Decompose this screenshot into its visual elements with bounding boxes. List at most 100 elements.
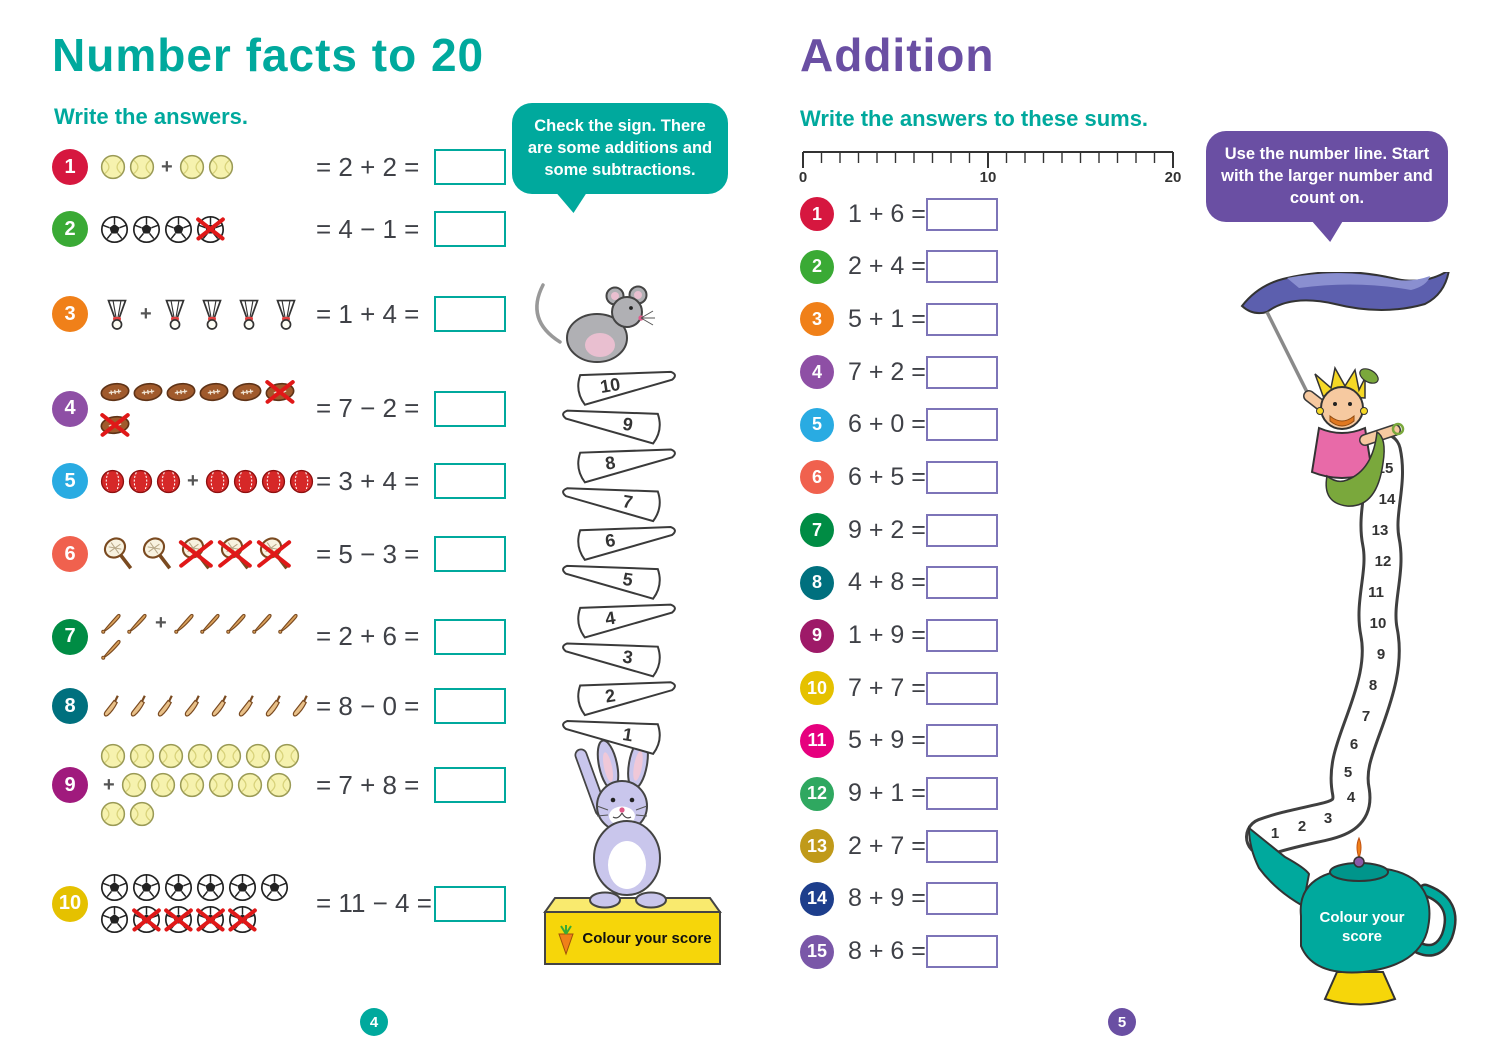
left-problem-row: 9 + = 7 + 8 = <box>52 743 512 827</box>
left-problem-row: 2 = 4 − 1 = <box>52 207 512 251</box>
svg-text:2: 2 <box>604 685 617 706</box>
right-problem-row: 4 7 + 2 = <box>800 355 998 390</box>
score-step[interactable]: 10 <box>1370 615 1387 632</box>
answer-box[interactable] <box>926 250 998 284</box>
answer-box[interactable] <box>926 829 998 863</box>
score-step[interactable]: 6 <box>576 516 677 562</box>
score-step[interactable]: 7 <box>1362 708 1370 725</box>
answer-box[interactable] <box>926 355 998 389</box>
problem-number-badge: 5 <box>52 463 88 499</box>
number-line: 0 10 20 <box>799 151 1181 186</box>
answer-box[interactable] <box>434 463 506 499</box>
answer-box[interactable] <box>926 302 998 336</box>
answer-box[interactable] <box>926 671 998 705</box>
answer-box[interactable] <box>434 390 506 427</box>
answer-box[interactable] <box>926 197 998 231</box>
sum-text: 5 + 9 = <box>848 726 926 755</box>
score-step[interactable]: 14 <box>1379 491 1396 508</box>
svg-text:3: 3 <box>621 646 634 667</box>
score-step[interactable]: 9 <box>561 399 662 445</box>
problem-number-badge: 10 <box>800 671 834 706</box>
problem-number-badge: 2 <box>52 211 88 247</box>
answer-box[interactable] <box>926 408 998 442</box>
score-step[interactable]: 1 <box>561 710 662 756</box>
equation-text: = 4 − 1 = <box>316 213 420 244</box>
answer-box[interactable] <box>926 724 998 758</box>
right-problem-row: 15 8 + 6 = <box>800 934 998 969</box>
score-step[interactable]: 2 <box>1298 818 1306 835</box>
left-instruction: Write the answers. <box>54 104 248 129</box>
right-problems: 1 1 + 6 = 2 2 + 4 = 3 5 + 1 = 4 7 + 2 = 5 6 + 0 =… <box>800 197 998 969</box>
carrot-icon <box>558 925 574 956</box>
right-problem-row: 3 5 + 1 = <box>800 302 998 337</box>
plus-sign: + <box>155 612 167 634</box>
answer-box[interactable] <box>926 777 998 811</box>
svg-text:10: 10 <box>599 374 622 397</box>
right-problem-row: 13 2 + 7 = <box>800 829 998 864</box>
sum-text: 1 + 9 = <box>848 621 926 649</box>
left-problem-row: 1 + = 2 + 2 = <box>52 145 512 189</box>
problem-icons: + <box>100 469 316 494</box>
answer-box[interactable] <box>434 618 506 655</box>
problem-number-badge: 11 <box>800 723 834 758</box>
answer-box[interactable] <box>434 688 506 724</box>
svg-text:6: 6 <box>604 530 617 551</box>
score-step[interactable]: 10 <box>576 360 677 406</box>
score-step[interactable]: 8 <box>576 438 677 484</box>
sum-text: 8 + 9 = <box>848 884 926 913</box>
carrot-score-ladder: 10 987 6 54 32 1 <box>561 360 677 756</box>
score-step[interactable]: 3 <box>561 632 662 678</box>
answer-box[interactable] <box>434 767 506 803</box>
score-step[interactable]: 12 <box>1375 553 1392 570</box>
answer-box[interactable] <box>926 460 998 494</box>
problem-number-badge: 3 <box>800 302 834 337</box>
score-step[interactable]: 5 <box>1344 764 1352 781</box>
right-problem-row: 10 7 + 7 = <box>800 671 998 706</box>
answer-box[interactable] <box>926 566 998 600</box>
answer-box[interactable] <box>926 513 998 547</box>
answer-box[interactable] <box>434 885 506 922</box>
problem-number-badge: 9 <box>52 767 88 803</box>
score-box: Colour your score <box>543 897 722 965</box>
answer-box[interactable] <box>434 149 506 185</box>
score-step[interactable]: 4 <box>576 593 677 639</box>
problem-number-badge: 1 <box>800 197 834 231</box>
score-step[interactable]: 1 <box>1271 825 1279 842</box>
equation-text: = 7 − 2 = <box>316 393 420 423</box>
answer-box[interactable] <box>926 882 998 916</box>
problem-number-badge: 3 <box>52 296 88 332</box>
equation-text: = 11 − 4 = <box>316 888 432 918</box>
left-problem-row: 7 + = 2 + 6 = <box>52 612 512 661</box>
problem-number-badge: 4 <box>52 390 88 427</box>
sum-text: 4 + 8 = <box>848 568 926 597</box>
answer-box[interactable] <box>434 296 506 332</box>
score-step[interactable]: 6 <box>1350 736 1358 753</box>
answer-box[interactable] <box>434 536 506 572</box>
score-step[interactable]: 3 <box>1324 810 1332 827</box>
plus-sign: + <box>187 469 199 492</box>
problem-icons: + <box>100 743 316 827</box>
left-speech-bubble-text: Check the sign. There are some additions… <box>527 117 713 179</box>
answer-box[interactable] <box>434 211 506 247</box>
left-problem-row: 5 + = 3 + 4 = <box>52 459 512 503</box>
right-speech-bubble-text: Use the number line. Start with the larg… <box>1221 145 1433 207</box>
score-step[interactable]: 2 <box>576 671 677 717</box>
problem-number-badge: 7 <box>52 618 88 655</box>
score-step[interactable]: 9 <box>1377 646 1385 663</box>
score-step[interactable]: 7 <box>561 477 662 523</box>
problem-number-badge: 13 <box>800 829 834 864</box>
sum-text: 7 + 2 = <box>848 357 926 386</box>
sum-text: 2 + 7 = <box>848 831 926 860</box>
score-step[interactable]: 11 <box>1368 584 1384 601</box>
problem-number-badge: 8 <box>52 688 88 724</box>
score-step[interactable]: 13 <box>1372 522 1389 539</box>
equation-text: = 7 + 8 = <box>316 769 420 800</box>
right-instruction: Write the answers to these sums. <box>800 106 1149 131</box>
score-step[interactable]: 8 <box>1369 677 1377 694</box>
answer-box[interactable] <box>926 935 998 969</box>
score-step[interactable]: 5 <box>561 554 662 600</box>
score-step[interactable]: 4 <box>1347 789 1356 806</box>
problem-icons: + <box>100 154 316 180</box>
lamp-base <box>1323 971 1397 1006</box>
answer-box[interactable] <box>926 619 998 652</box>
